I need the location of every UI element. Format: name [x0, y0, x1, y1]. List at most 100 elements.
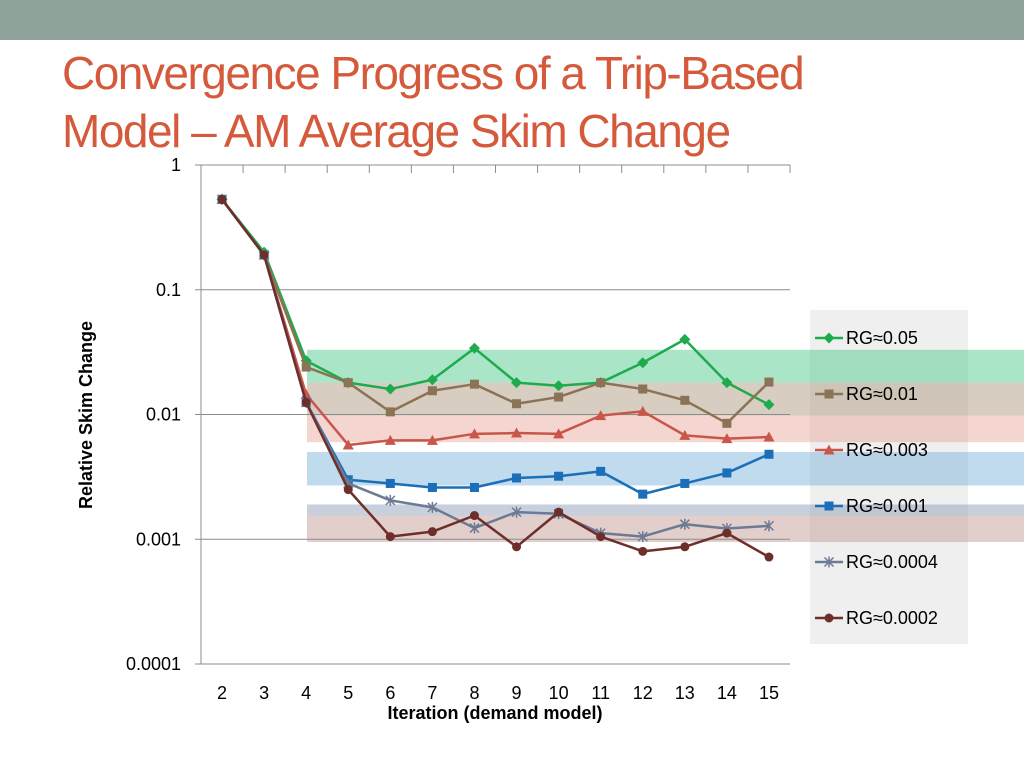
legend-item-rg-0-05: RG≈0.05: [815, 328, 918, 348]
data-point: [596, 378, 606, 388]
data-point: [554, 471, 564, 481]
x-tick-label-4: 4: [301, 683, 311, 703]
data-point: [680, 478, 690, 488]
legend-label: RG≈0.01: [846, 384, 918, 404]
data-point: [722, 418, 732, 428]
band-rg-0-0004: [307, 504, 1024, 516]
legend-item-rg-0-003: RG≈0.003: [815, 440, 928, 460]
data-point: [721, 377, 733, 389]
legend-label: RG≈0.003: [846, 440, 928, 460]
data-point: [637, 531, 648, 543]
data-point: [511, 377, 523, 389]
data-point: [721, 433, 733, 444]
series-line: [221, 198, 770, 559]
y-axis-title: Relative Skim Change: [76, 321, 96, 509]
x-tick-label-9: 9: [512, 683, 522, 703]
y-tick-label-0-001: 0.001: [136, 529, 181, 549]
legend-marker: [824, 613, 834, 623]
data-point: [638, 546, 648, 556]
legend-item-rg-0-0004: RG≈0.0004: [815, 552, 938, 572]
legend-item-rg-0-001: RG≈0.001: [815, 496, 928, 516]
slide-title-line-2: Model – AM Average Skim Change: [62, 105, 731, 157]
data-point: [680, 542, 690, 552]
data-point: [637, 357, 649, 369]
x-tick-label-3: 3: [259, 683, 269, 703]
data-point: [385, 532, 395, 542]
data-point: [217, 194, 227, 204]
data-point: [764, 552, 774, 562]
series-line: [221, 198, 770, 496]
data-point: [469, 482, 479, 492]
data-point: [763, 399, 775, 411]
data-point: [680, 395, 690, 405]
legend-marker: [824, 389, 834, 399]
data-point: [554, 392, 564, 402]
data-point: [469, 511, 479, 521]
data-point: [512, 399, 522, 409]
data-point: [468, 428, 480, 439]
x-tick-label-5: 5: [343, 683, 353, 703]
series-line: [221, 198, 770, 447]
legend-label: RG≈0.001: [846, 496, 928, 516]
y-tick-label-0-01: 0.01: [146, 405, 181, 425]
data-point: [342, 439, 354, 450]
legend-label: RG≈0.0002: [846, 608, 938, 628]
y-tick-label-0-0001: 0.0001: [126, 654, 181, 674]
legend-marker: [824, 501, 834, 511]
data-point: [553, 380, 565, 392]
legend-item-rg-0-01: RG≈0.01: [815, 384, 918, 404]
legend-label: RG≈0.0004: [846, 552, 938, 572]
legend-marker: [823, 444, 835, 455]
legend-background: [810, 310, 968, 644]
data-point: [763, 431, 775, 442]
band-rg-0-003: [307, 415, 1024, 443]
data-point: [722, 528, 732, 538]
data-point: [512, 473, 522, 483]
data-point: [679, 429, 691, 440]
data-point: [596, 532, 606, 542]
data-point: [427, 501, 438, 513]
data-point: [426, 374, 438, 386]
slide-title: Convergence Progress of a Trip-Based Mod…: [62, 44, 962, 160]
data-point: [343, 378, 353, 388]
data-point: [343, 485, 353, 495]
band-rg-0-01: [307, 382, 1024, 416]
legend-item-rg-0-0002: RG≈0.0002: [815, 608, 938, 628]
data-point: [638, 489, 648, 499]
x-tick-label-12: 12: [633, 683, 653, 703]
data-point: [511, 427, 523, 438]
slide-top-bar: [0, 0, 1024, 40]
data-point: [679, 333, 691, 345]
data-point: [384, 383, 396, 395]
data-point: [385, 407, 395, 417]
x-tick-label-15: 15: [759, 683, 779, 703]
x-tick-label-11: 11: [591, 683, 610, 703]
data-point: [511, 506, 522, 518]
data-point: [596, 466, 606, 476]
data-point: [764, 377, 774, 387]
data-point: [764, 449, 774, 459]
y-tick-label-0-1: 0.1: [156, 280, 181, 300]
data-point: [763, 520, 774, 532]
series-line: [221, 198, 770, 406]
data-point: [637, 405, 649, 416]
legend-label: RG≈0.05: [846, 328, 918, 348]
data-point: [259, 250, 269, 260]
data-point: [427, 386, 437, 396]
data-point: [385, 494, 396, 506]
data-point: [469, 379, 479, 389]
x-tick-label-10: 10: [549, 683, 569, 703]
legend-marker: [823, 556, 835, 568]
data-point: [554, 507, 564, 517]
data-point: [469, 522, 480, 534]
data-point: [426, 434, 438, 445]
data-point: [638, 384, 648, 394]
data-point: [301, 362, 311, 372]
band-rg-0-001: [307, 452, 1024, 486]
x-tick-label-13: 13: [675, 683, 695, 703]
data-point: [722, 468, 732, 478]
x-tick-label-14: 14: [717, 683, 737, 703]
data-point: [384, 434, 396, 445]
y-tick-label-1: 1: [171, 155, 181, 175]
